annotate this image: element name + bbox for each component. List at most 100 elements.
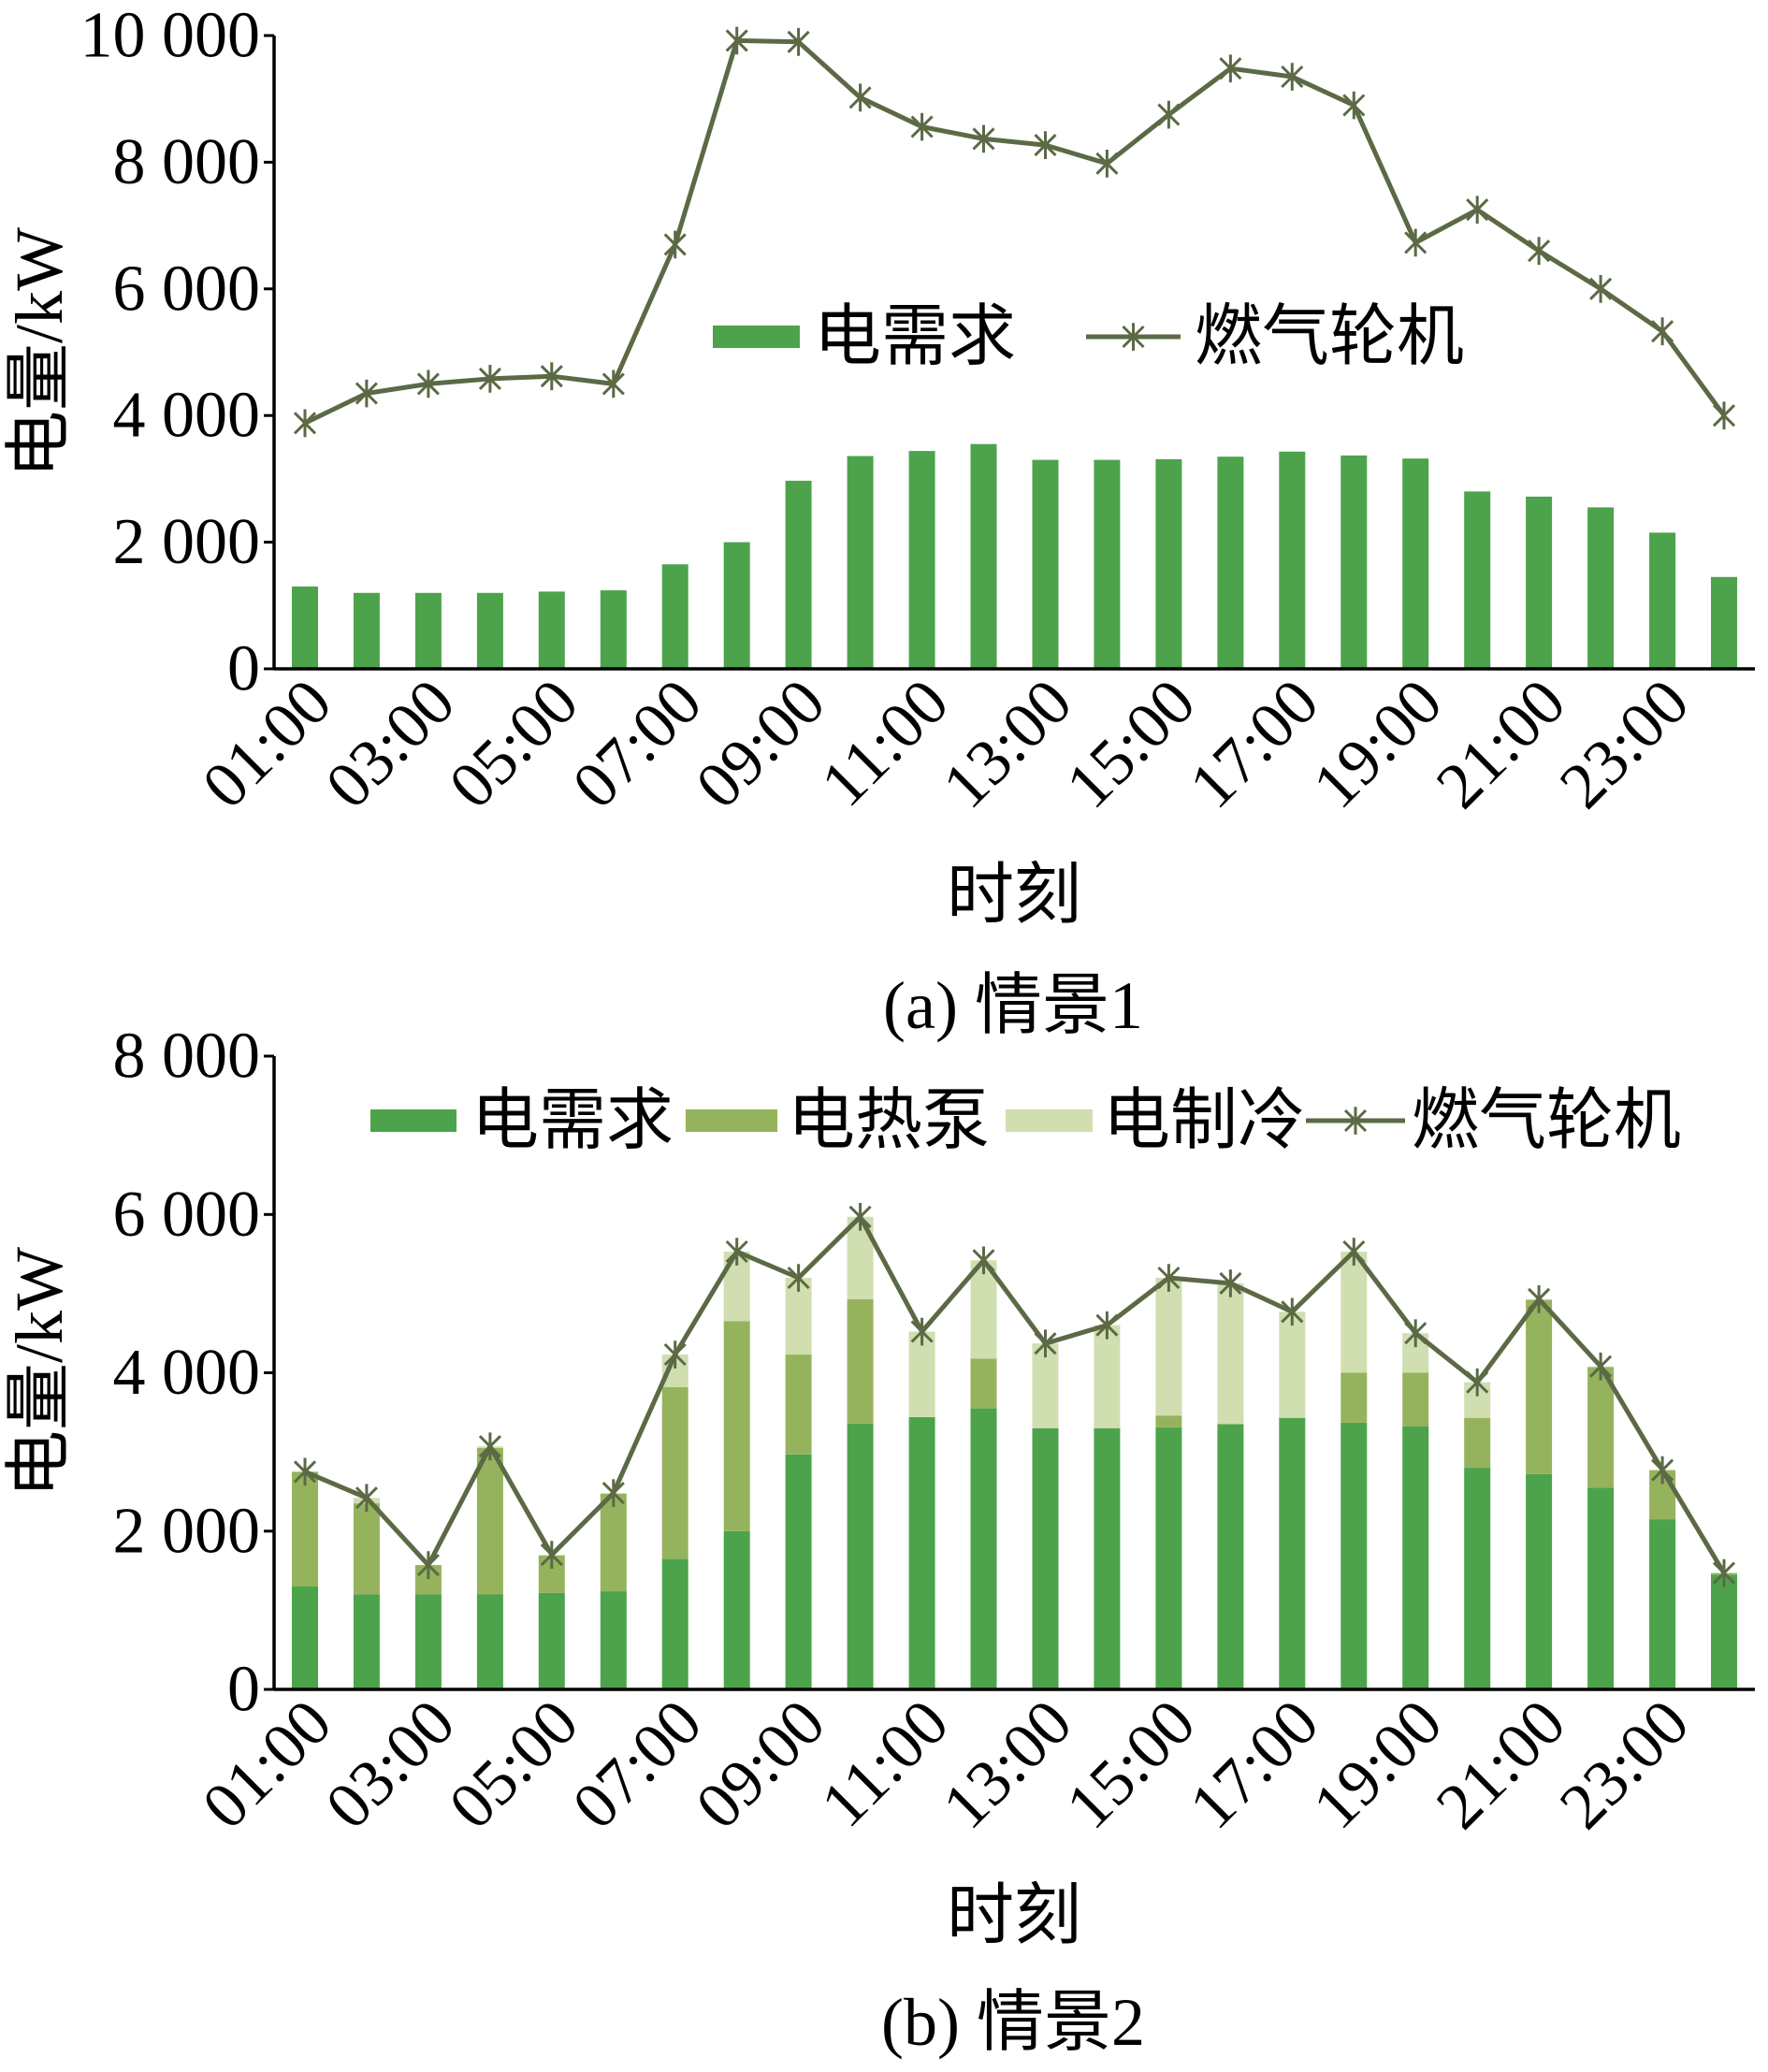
- bar-group: [292, 1216, 1737, 1690]
- bar-electric-demand-24: [1711, 576, 1737, 669]
- x-tick-label: 09:00: [683, 666, 839, 822]
- x-tick-label: 07:00: [559, 1687, 716, 1843]
- x-tick-label: 13:00: [930, 1687, 1086, 1843]
- x-tick-label: 05:00: [436, 666, 592, 822]
- marker-gas-turbine-18: [1342, 91, 1366, 120]
- legend-label: 电需求: [471, 1083, 674, 1158]
- line-gas-turbine: [303, 37, 1727, 426]
- bar-electric-demand-7: [661, 1558, 688, 1689]
- bar-electric-cooling-17: [1279, 1311, 1306, 1418]
- bar-heat-pump-21: [1526, 1299, 1553, 1474]
- bar-electric-demand-1: [292, 587, 318, 669]
- marker-gas-turbine-20: [1466, 196, 1489, 225]
- marker-gas-turbine-22: [1589, 1352, 1613, 1381]
- bar-electric-demand-4: [476, 592, 503, 669]
- bar-electric-demand-18: [1340, 455, 1368, 669]
- legend: 电需求 电热泵 电制冷 燃气轮机: [370, 1083, 1681, 1158]
- marker-gas-turbine-2: [355, 1484, 378, 1513]
- bar-electric-demand-22: [1587, 507, 1615, 669]
- bar-heat-pump-19: [1402, 1372, 1429, 1427]
- bar-electric-demand-13: [1032, 1427, 1059, 1689]
- legend-item-electric-cooling: 电制冷: [1006, 1083, 1305, 1158]
- x-tick-label: 09:00: [683, 1687, 839, 1843]
- bar-heat-pump-6: [600, 1494, 627, 1592]
- bar-electric-demand-7: [661, 564, 688, 669]
- bar-electric-demand-20: [1464, 1468, 1491, 1690]
- chart-caption: (b) 情景2: [881, 1985, 1145, 2060]
- marker-gas-turbine-15: [1157, 100, 1181, 129]
- marker-gas-turbine-5: [540, 362, 563, 391]
- legend-item-electric-demand: 电需求: [713, 299, 1016, 374]
- marker-gas-turbine-1: [293, 1457, 317, 1486]
- legend-item-electric-demand: 电需求: [370, 1083, 674, 1158]
- y-tick-label: 2 000: [113, 1495, 261, 1567]
- marker-gas-turbine-16: [1219, 54, 1242, 83]
- bar-electric-demand-5: [538, 591, 565, 669]
- marker-gas-turbine-20: [1466, 1368, 1489, 1397]
- x-tick-label: 01:00: [189, 666, 345, 822]
- bar-electric-cooling-11: [908, 1331, 935, 1417]
- legend-label: 燃气轮机: [1195, 299, 1464, 374]
- bar-electric-demand-23: [1649, 532, 1676, 669]
- marker-gas-turbine-6: [601, 1479, 625, 1507]
- marker-gas-turbine-14: [1095, 1311, 1119, 1340]
- bar-electric-demand-16: [1217, 1424, 1244, 1689]
- marker-gas-turbine-14: [1095, 150, 1119, 178]
- marker-gas-turbine-21: [1528, 237, 1551, 266]
- legend-swatch: [713, 326, 800, 348]
- bar-electric-demand-10: [847, 456, 874, 669]
- bar-electric-demand-1: [292, 1587, 318, 1689]
- bar-electric-demand-20: [1464, 491, 1491, 669]
- marker-gas-turbine-23: [1651, 317, 1674, 346]
- legend-item-heat-pump: 电热泵: [686, 1083, 990, 1158]
- bar-electric-demand-24: [1711, 1574, 1737, 1689]
- x-tick-label: 15:00: [1053, 666, 1210, 822]
- y-tick-label: 8 000: [113, 126, 261, 198]
- bar-electric-demand-21: [1526, 1473, 1553, 1689]
- bar-heat-pump-12: [970, 1358, 997, 1409]
- bar-electric-cooling-16: [1217, 1282, 1244, 1425]
- bar-electric-demand-17: [1279, 451, 1306, 669]
- y-axis-title: 电量/kW: [2, 1247, 77, 1498]
- bar-electric-cooling-15: [1155, 1278, 1182, 1416]
- bar-electric-demand-18: [1340, 1422, 1368, 1689]
- x-tick-label: 03:00: [312, 1687, 469, 1843]
- y-axis-title: 电量/kW: [2, 227, 77, 478]
- marker-gas-turbine-4: [478, 1432, 501, 1461]
- bar-heat-pump-8: [723, 1321, 750, 1531]
- x-tick-label: 05:00: [436, 1687, 592, 1843]
- marker-gas-turbine-13: [1034, 131, 1057, 159]
- legend-label: 电热泵: [788, 1083, 990, 1158]
- y-tick-label: 4 000: [113, 380, 261, 452]
- bar-electric-demand-9: [785, 480, 812, 669]
- marker-gas-turbine-24: [1712, 401, 1736, 430]
- marker-gas-turbine-3: [416, 369, 440, 398]
- bar-electric-demand-3: [414, 1594, 442, 1689]
- marker-gas-turbine-11: [910, 112, 934, 141]
- marker-gas-turbine-3: [416, 1551, 440, 1579]
- x-tick-label: 03:00: [312, 666, 469, 822]
- marker-gas-turbine-9: [787, 1264, 810, 1292]
- x-axis-title: 时刻: [947, 858, 1081, 933]
- chart-panel-b: 电量/kW 时刻 (b) 情景2 0 2 000 4 000 6 000 8 000 01…: [2, 1021, 1755, 2060]
- bar-heat-pump-10: [847, 1298, 874, 1424]
- x-tick-label: 17:00: [1176, 1687, 1332, 1843]
- marker-gas-turbine-8: [725, 26, 748, 55]
- bar-electric-demand-4: [476, 1594, 503, 1689]
- marker-gas-turbine-2: [355, 379, 378, 408]
- bar-heat-pump-20: [1464, 1417, 1491, 1468]
- bar-electric-demand-5: [538, 1592, 565, 1689]
- marker-gas-turbine-9: [787, 27, 810, 56]
- bar-electric-cooling-18: [1340, 1252, 1368, 1373]
- y-tick-label: 0: [227, 1654, 260, 1726]
- chart-panel-a: 电量/kW 时刻 (a) 情景1 0 2 000 4 000 6 000 8 000 10…: [2, 0, 1755, 1043]
- bar-electric-demand-14: [1094, 459, 1121, 669]
- legend-label: 电需求: [814, 299, 1016, 374]
- marker-gas-turbine-18: [1342, 1238, 1366, 1266]
- bar-heat-pump-7: [661, 1386, 688, 1559]
- legend-item-gas-turbine: 燃气轮机: [1086, 299, 1464, 374]
- chart-caption: (a) 情景1: [883, 968, 1143, 1043]
- bar-electric-demand-6: [600, 1591, 627, 1689]
- bar-electric-demand-6: [600, 590, 627, 669]
